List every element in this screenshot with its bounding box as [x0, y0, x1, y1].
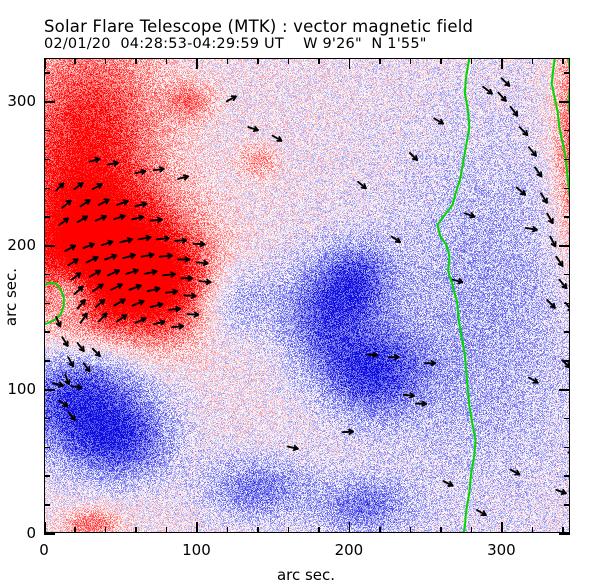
y-minor-tick-right [564, 360, 570, 362]
x-minor-tick [226, 527, 229, 533]
magnetogram-plot-area [44, 58, 570, 533]
y-minor-tick-right [564, 504, 570, 506]
x-major-tick [44, 522, 46, 533]
y-minor-tick-right [564, 187, 570, 190]
y-tick-label: 200 [7, 236, 36, 255]
x-minor-tick-top [226, 58, 229, 64]
y-minor-tick [44, 273, 50, 276]
y-minor-tick-right [564, 273, 570, 276]
x-major-tick-top [501, 58, 503, 69]
y-minor-tick [44, 446, 50, 449]
x-minor-tick-top [165, 58, 168, 64]
y-minor-tick [44, 504, 50, 506]
y-minor-tick-right [564, 302, 570, 305]
x-minor-tick-top [409, 58, 412, 64]
y-major-tick-right [559, 245, 570, 247]
x-tick-label: 300 [487, 541, 516, 559]
x-tick-label: 100 [182, 541, 211, 559]
x-major-tick-top [44, 58, 46, 69]
x-major-tick-top [348, 58, 351, 69]
x-minor-tick-top [440, 58, 442, 64]
y-minor-tick [44, 475, 50, 477]
x-minor-tick-top [104, 58, 107, 64]
y-minor-tick-right [564, 331, 570, 333]
y-minor-tick [44, 187, 50, 190]
x-minor-tick-top [379, 58, 381, 64]
x-minor-tick-top [74, 58, 76, 64]
x-minor-tick-top [135, 58, 137, 64]
y-tick-label: 0 [26, 524, 36, 542]
y-minor-tick [44, 216, 50, 218]
x-minor-tick [257, 527, 259, 533]
y-tick-label: 300 [7, 92, 36, 111]
y-major-tick-right [559, 101, 570, 103]
y-minor-tick-right [564, 475, 570, 477]
y-minor-tick [44, 129, 50, 132]
y-minor-tick [44, 417, 50, 420]
x-minor-tick [531, 527, 534, 533]
y-minor-tick-right [564, 216, 570, 218]
x-minor-tick [104, 527, 107, 533]
magnetogram-canvas [44, 58, 570, 533]
x-major-tick [501, 522, 503, 533]
y-axis-title: arc sec. [2, 267, 20, 327]
x-minor-tick [409, 527, 412, 533]
x-minor-tick [74, 527, 76, 533]
y-major-tick [44, 533, 55, 535]
y-major-tick-right [559, 389, 570, 391]
figure-title: Solar Flare Telescope (MTK) : vector mag… [44, 17, 474, 36]
y-tick-label: 100 [7, 380, 36, 399]
x-minor-tick [318, 527, 320, 533]
x-major-tick [348, 522, 351, 533]
y-minor-tick [44, 360, 50, 362]
x-minor-tick [165, 527, 168, 533]
x-minor-tick [135, 527, 137, 533]
x-minor-tick-top [531, 58, 534, 64]
y-minor-tick [44, 158, 50, 161]
x-minor-tick [379, 527, 381, 533]
x-minor-tick [562, 527, 564, 533]
x-minor-tick-top [470, 58, 473, 64]
y-minor-tick [44, 331, 50, 333]
x-minor-tick [470, 527, 473, 533]
x-minor-tick [440, 527, 442, 533]
x-minor-tick-top [562, 58, 564, 64]
x-minor-tick-top [318, 58, 320, 64]
y-minor-tick-right [564, 446, 570, 449]
x-minor-tick [287, 527, 290, 533]
y-minor-tick [44, 72, 50, 74]
y-major-tick [44, 245, 55, 247]
figure-subtitle: 02/01/20 04:28:53-04:29:59 UT W 9'26" N … [44, 36, 427, 52]
x-tick-label: 200 [334, 541, 364, 559]
y-major-tick-right [559, 533, 570, 535]
x-minor-tick-top [287, 58, 290, 64]
y-minor-tick-right [564, 72, 570, 74]
x-axis-title: arc sec. [276, 566, 336, 584]
y-minor-tick-right [564, 417, 570, 420]
y-minor-tick-right [564, 158, 570, 161]
x-major-tick-top [196, 58, 198, 69]
y-major-tick [44, 389, 55, 391]
y-minor-tick [44, 302, 50, 305]
x-tick-label: 0 [39, 541, 49, 559]
x-major-tick [196, 522, 198, 533]
x-minor-tick-top [257, 58, 259, 64]
y-major-tick [44, 101, 55, 103]
y-minor-tick-right [564, 129, 570, 132]
